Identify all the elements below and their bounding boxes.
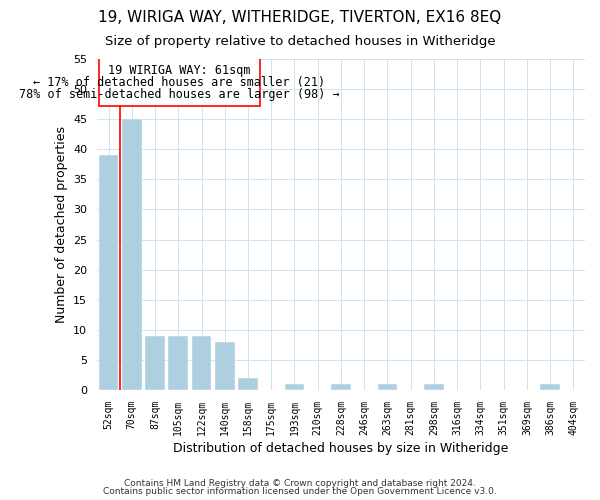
Bar: [215, 342, 235, 390]
Bar: [191, 336, 211, 390]
Text: Contains public sector information licensed under the Open Government Licence v3: Contains public sector information licen…: [103, 487, 497, 496]
Bar: [377, 384, 397, 390]
Bar: [540, 384, 560, 390]
Bar: [331, 384, 351, 390]
Bar: [169, 336, 188, 390]
Text: ← 17% of detached houses are smaller (21): ← 17% of detached houses are smaller (21…: [33, 76, 325, 89]
Bar: [145, 336, 165, 390]
Text: 19, WIRIGA WAY, WITHERIDGE, TIVERTON, EX16 8EQ: 19, WIRIGA WAY, WITHERIDGE, TIVERTON, EX…: [98, 10, 502, 25]
Bar: [99, 57, 260, 106]
X-axis label: Distribution of detached houses by size in Witheridge: Distribution of detached houses by size …: [173, 442, 509, 455]
Bar: [98, 156, 118, 390]
Bar: [284, 384, 304, 390]
Text: Contains HM Land Registry data © Crown copyright and database right 2024.: Contains HM Land Registry data © Crown c…: [124, 478, 476, 488]
Bar: [122, 119, 142, 390]
Text: 19 WIRIGA WAY: 61sqm: 19 WIRIGA WAY: 61sqm: [108, 64, 250, 77]
Text: 78% of semi-detached houses are larger (98) →: 78% of semi-detached houses are larger (…: [19, 88, 340, 101]
Bar: [238, 378, 258, 390]
Text: Size of property relative to detached houses in Witheridge: Size of property relative to detached ho…: [104, 35, 496, 48]
Y-axis label: Number of detached properties: Number of detached properties: [55, 126, 68, 323]
Bar: [424, 384, 444, 390]
